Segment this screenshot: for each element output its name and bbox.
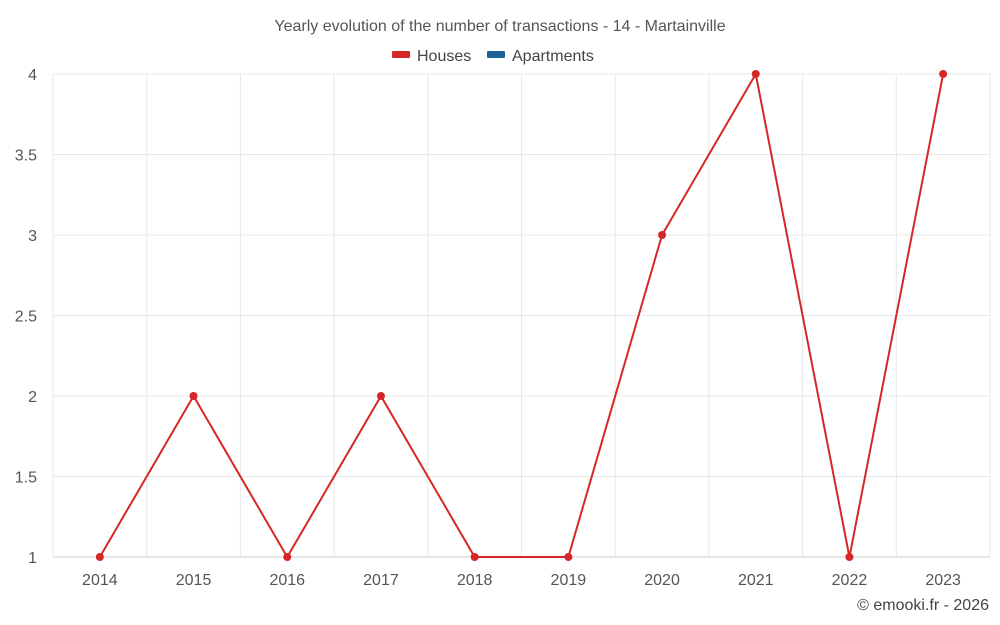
x-tick-label: 2015 xyxy=(176,572,212,589)
houses-point-2019[interactable] xyxy=(564,553,573,561)
houses-point-2023[interactable] xyxy=(939,70,948,78)
y-axis-ticks: 1 1.5 2 2.5 3 3.5 4 xyxy=(15,67,37,567)
houses-point-2020[interactable] xyxy=(658,231,667,239)
x-tick-label: 2019 xyxy=(551,572,587,589)
houses-point-2015[interactable] xyxy=(189,392,198,400)
y-tick-label: 2 xyxy=(28,389,37,406)
y-tick-label: 4 xyxy=(28,67,37,84)
x-tick-label: 2023 xyxy=(925,572,961,589)
x-tick-label: 2014 xyxy=(82,572,118,589)
houses-point-2018[interactable] xyxy=(470,553,479,561)
legend-swatch-apartments xyxy=(487,51,505,58)
series-houses xyxy=(95,70,948,561)
gridlines xyxy=(52,73,991,558)
x-axis-ticks: 2014 2015 2016 2017 2018 2019 2020 2021 2022 2023 xyxy=(82,572,961,589)
houses-point-2022[interactable] xyxy=(845,553,854,561)
houses-point-2017[interactable] xyxy=(376,392,385,400)
x-tick-label: 2018 xyxy=(457,572,493,589)
houses-line xyxy=(98,71,945,559)
credit-text: © emooki.fr - 2026 xyxy=(857,597,989,614)
legend: Houses Apartments xyxy=(392,48,594,65)
legend-item-houses[interactable]: Houses xyxy=(392,48,471,65)
x-tick-label: 2016 xyxy=(269,572,305,589)
chart-title: Yearly evolution of the number of transa… xyxy=(274,18,725,35)
houses-point-2021[interactable] xyxy=(751,70,760,78)
legend-label-apartments: Apartments xyxy=(512,48,594,65)
x-tick-label: 2021 xyxy=(738,572,774,589)
legend-label-houses: Houses xyxy=(417,48,471,65)
y-tick-label: 1.5 xyxy=(15,470,37,487)
x-tick-label: 2022 xyxy=(832,572,868,589)
houses-point-2016[interactable] xyxy=(283,553,292,561)
y-tick-label: 1 xyxy=(28,550,37,567)
x-tick-label: 2017 xyxy=(363,572,399,589)
x-tick-label: 2020 xyxy=(644,572,680,589)
houses-point-2014[interactable] xyxy=(95,553,104,561)
legend-swatch-houses xyxy=(392,51,410,58)
y-tick-label: 3.5 xyxy=(15,148,37,165)
y-tick-label: 3 xyxy=(28,228,37,245)
y-tick-label: 2.5 xyxy=(15,309,37,326)
legend-item-apartments[interactable]: Apartments xyxy=(487,48,594,65)
